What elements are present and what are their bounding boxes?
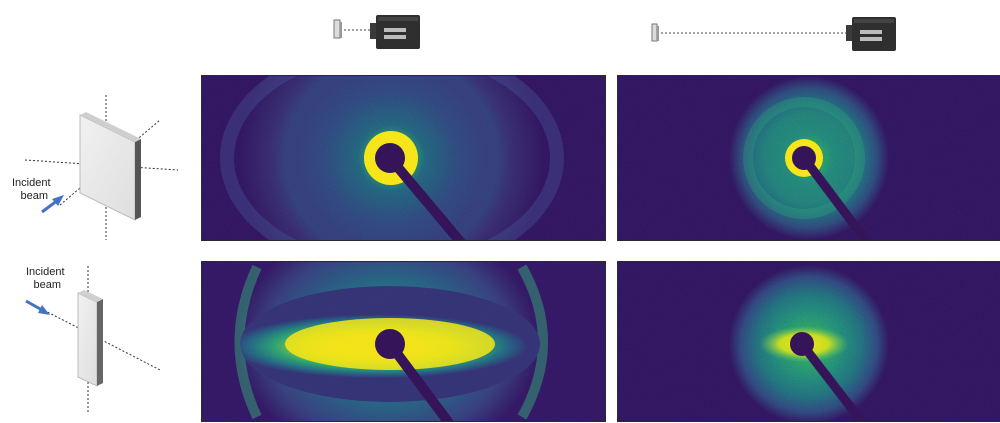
sample-slab-icon [651,23,659,42]
incident-beam-arrow-icon [41,195,64,214]
detector-camera-icon [846,17,896,51]
scattering-pattern-top-left [201,75,606,241]
beam-stop-arm [798,341,868,421]
outer-ring [220,76,564,240]
sample-geometry-edge-on: Incident beam [0,258,190,418]
sample-geometry-face-on: Incident beam [0,90,190,250]
scattering-pattern-bottom-right [617,261,1000,422]
halo-ring [743,97,865,219]
scattering-pattern-bottom-left [201,261,606,422]
beam-stop-arm [385,341,454,421]
incident-beam-arrow-icon [25,299,50,315]
sample-plate-icon [79,112,141,221]
beam-stop-arm [386,154,466,240]
left-arc [234,264,262,420]
incident-beam-label: Incident beam [12,177,51,202]
right-arc [517,264,548,420]
sample-slab-icon [333,19,342,39]
detector-short-distance [326,10,436,50]
detector-camera-icon [370,15,420,49]
scattering-pattern-top-right [617,75,1000,241]
sample-plate-icon [77,290,103,387]
detector-long-distance [646,12,910,52]
beam-stop-arm [800,155,872,240]
incident-beam-label: Incident beam [26,266,65,291]
